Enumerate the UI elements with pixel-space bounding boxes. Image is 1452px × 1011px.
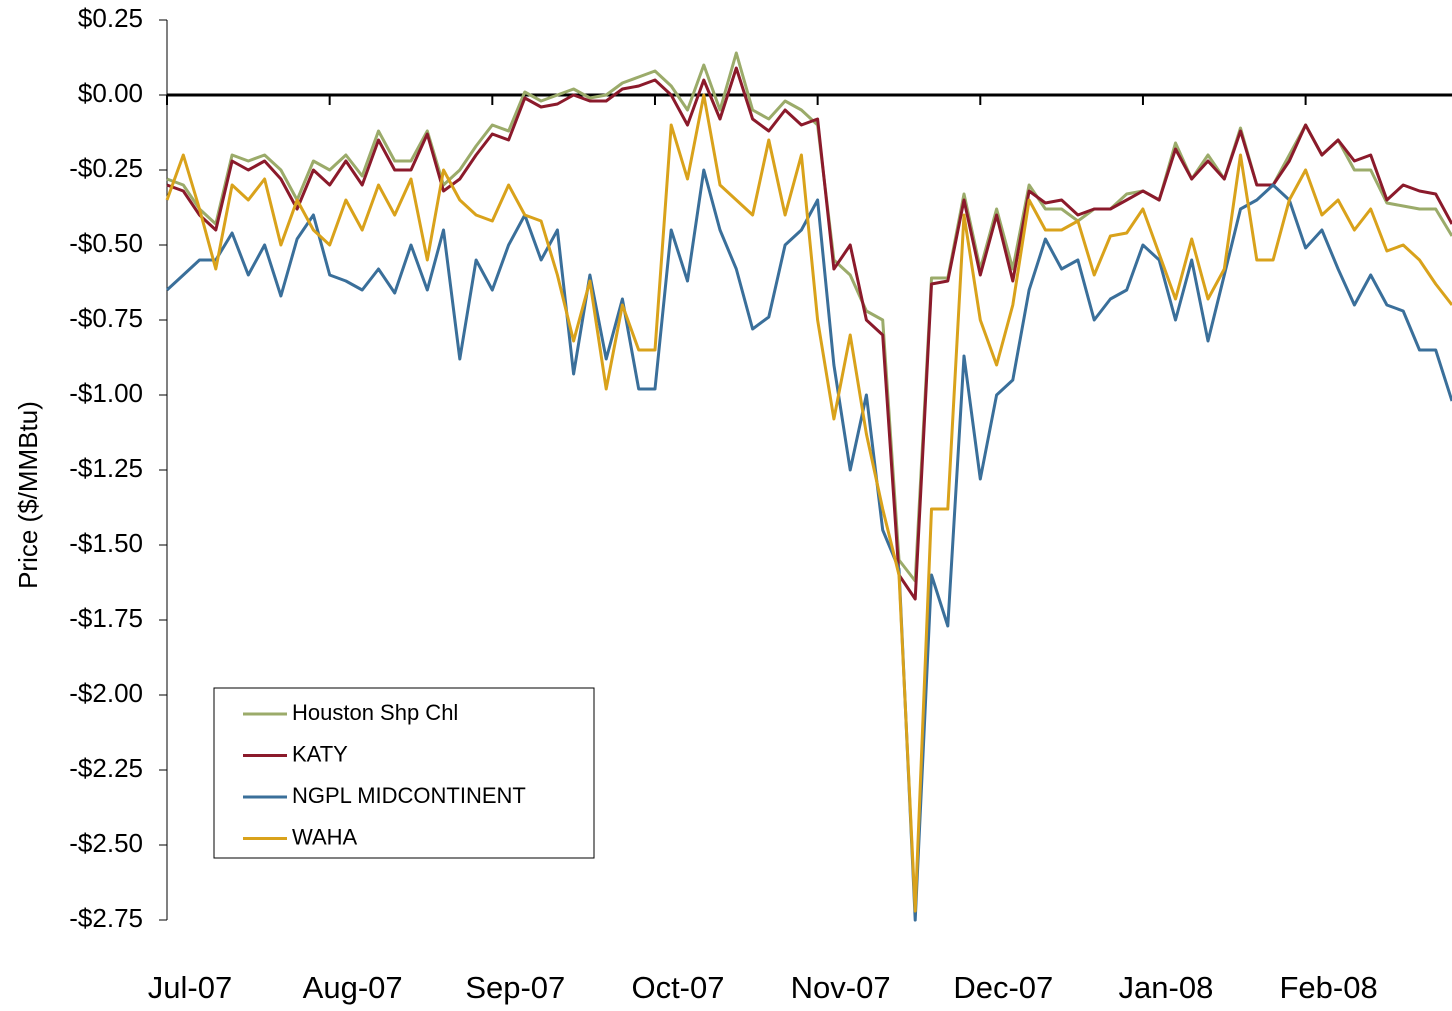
y-tick-label: -$0.50 <box>69 228 143 258</box>
x-tick-label: Jan-08 <box>1119 970 1214 1005</box>
y-tick-label: -$1.25 <box>69 453 143 483</box>
x-tick-label: Dec-07 <box>953 970 1053 1005</box>
y-tick-label: -$2.50 <box>69 828 143 858</box>
legend-label: Houston Shp Chl <box>292 700 458 725</box>
x-tick-label: Feb-08 <box>1279 970 1377 1005</box>
y-tick-label: $0.25 <box>78 3 143 33</box>
series-line <box>166 51 1452 583</box>
x-tick-label: Oct-07 <box>631 970 724 1005</box>
x-tick-label: Sep-07 <box>465 970 565 1005</box>
y-tick-label: -$1.00 <box>69 378 143 408</box>
legend-box <box>213 687 595 859</box>
y-tick-label: -$0.75 <box>69 303 143 333</box>
y-tick-label: -$2.25 <box>69 753 143 783</box>
y-tick-label: -$1.50 <box>69 528 143 558</box>
series-line <box>166 66 1452 601</box>
series-line <box>165 93 1452 913</box>
x-tick-label: Jul-07 <box>148 970 232 1005</box>
legend-label: KATY <box>292 741 348 766</box>
x-tick-label: Aug-07 <box>303 970 403 1005</box>
legend-label: WAHA <box>292 824 358 849</box>
y-tick-label: -$1.75 <box>69 603 143 633</box>
x-tick-label: Nov-07 <box>791 970 891 1005</box>
legend-label: NGPL MIDCONTINENT <box>292 783 526 808</box>
y-tick-label: -$2.75 <box>69 903 143 933</box>
y-axis-label: Price ($/MMBtu) <box>13 401 43 589</box>
series-line <box>165 168 1452 922</box>
y-tick-label: $0.00 <box>78 78 143 108</box>
y-tick-label: -$0.25 <box>69 153 143 183</box>
y-tick-label: -$2.00 <box>69 678 143 708</box>
